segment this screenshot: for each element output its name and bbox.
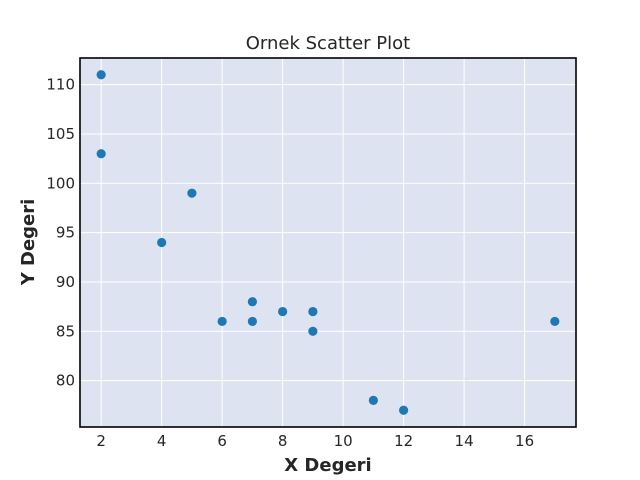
data-point xyxy=(247,297,257,307)
y-tick-label: 85 xyxy=(56,322,75,340)
x-tick-label: 8 xyxy=(278,432,288,450)
x-tick-label: 4 xyxy=(157,432,167,450)
y-tick-label: 100 xyxy=(46,174,75,192)
data-points xyxy=(96,70,560,415)
x-axis-title: X Degeri xyxy=(284,455,371,476)
data-point xyxy=(550,316,560,327)
x-tick-label: 2 xyxy=(96,432,106,450)
x-tick-label: 16 xyxy=(515,432,534,450)
y-axis-ticks: 80 85 90 95 100 105 110 xyxy=(46,76,75,390)
y-tick-label: 90 xyxy=(56,273,75,291)
x-tick-label: 6 xyxy=(217,432,227,450)
x-axis-ticks: 2 4 6 8 10 12 14 16 xyxy=(96,432,534,450)
data-point xyxy=(308,326,318,336)
data-point xyxy=(96,70,106,80)
x-tick-label: 10 xyxy=(334,432,353,450)
data-point xyxy=(157,237,167,248)
y-tick-label: 105 xyxy=(46,125,75,143)
data-point xyxy=(187,188,197,198)
y-tick-label: 110 xyxy=(46,76,75,94)
x-tick-label: 12 xyxy=(394,432,413,450)
grid-lines xyxy=(80,58,576,427)
y-axis-title: Y Degeri xyxy=(18,199,39,287)
plot-border xyxy=(79,57,577,428)
data-point xyxy=(308,306,318,317)
data-point xyxy=(96,149,106,159)
data-point xyxy=(247,316,257,327)
plot-frame xyxy=(79,57,577,428)
data-point xyxy=(217,316,227,327)
data-point xyxy=(399,405,409,415)
y-tick-label: 80 xyxy=(56,372,75,390)
plot-background xyxy=(80,58,576,427)
y-tick-label: 95 xyxy=(56,224,75,242)
data-point xyxy=(368,395,378,405)
data-point xyxy=(278,306,288,317)
chart-title: Ornek Scatter Plot xyxy=(246,33,410,54)
x-tick-label: 14 xyxy=(455,432,474,450)
plot-area xyxy=(80,58,576,427)
